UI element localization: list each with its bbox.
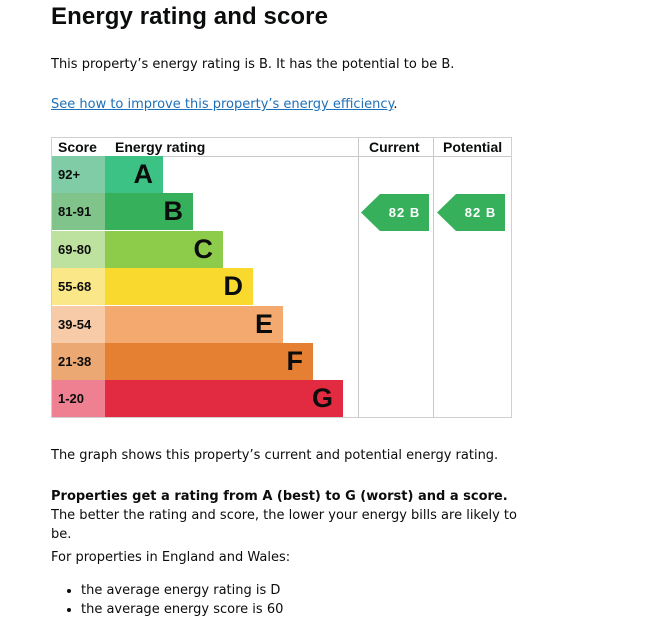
band-bar: F: [105, 343, 313, 380]
current-rating-arrow: 82 B: [361, 194, 429, 231]
band-letter: B: [163, 196, 184, 227]
band-letter: C: [193, 233, 214, 264]
improve-link-suffix: .: [393, 97, 398, 112]
improve-paragraph: See how to improve this property’s energ…: [51, 95, 398, 114]
band-row-c: 69-80 C: [52, 230, 358, 268]
band-score-range: 81-91: [52, 193, 105, 231]
improve-efficiency-link[interactable]: See how to improve this property’s energ…: [51, 97, 394, 112]
band-score-range: 21-38: [52, 343, 105, 380]
graph-caption: The graph shows this property’s current …: [51, 448, 499, 463]
average-score-item: the average energy score is 60: [81, 600, 283, 619]
rating-explanation-rest: The better the rating and score, the low…: [51, 508, 517, 542]
region-intro: For properties in England and Wales:: [51, 550, 291, 565]
band-letter: E: [254, 308, 273, 339]
band-row-b: 81-91 B: [52, 193, 358, 231]
potential-column-divider: [433, 138, 434, 417]
energy-rating-column-header: Energy rating: [115, 139, 206, 155]
band-score-range: 55-68: [52, 268, 105, 306]
band-score-range: 39-54: [52, 305, 105, 343]
score-column-header: Score: [58, 139, 97, 155]
header-divider: [52, 156, 511, 157]
band-bar: D: [105, 268, 253, 306]
rating-explanation-bold: Properties get a rating from A (best) to…: [51, 489, 508, 504]
band-row-e: 39-54 E: [52, 305, 358, 343]
band-letter: F: [286, 346, 304, 376]
band-score-range: 69-80: [52, 230, 105, 268]
rating-explanation: Properties get a rating from A (best) to…: [51, 487, 521, 544]
averages-list: the average energy rating is D the avera…: [51, 581, 283, 619]
band-bar: G: [105, 380, 343, 418]
band-bar: E: [105, 305, 283, 343]
band-bar: B: [105, 193, 193, 231]
current-column-divider: [358, 138, 359, 417]
energy-rating-chart: Score Energy rating Current Potential 92…: [51, 137, 512, 418]
band-bar: A: [105, 156, 163, 193]
band-row-f: 21-38 F: [52, 343, 358, 380]
band-row-a: 92+ A: [52, 156, 358, 193]
band-score-range: 1-20: [52, 380, 105, 418]
potential-rating-label: 82 B: [464, 205, 497, 220]
rating-summary: This property’s energy rating is B. It h…: [51, 57, 455, 72]
potential-rating-arrow: 82 B: [437, 194, 505, 231]
potential-column-header: Potential: [443, 139, 503, 155]
current-rating-label: 82 B: [388, 205, 421, 220]
page-heading: Energy rating and score: [51, 3, 329, 30]
band-score-range: 92+: [52, 156, 105, 193]
current-column-header: Current: [369, 139, 420, 155]
average-rating-item: the average energy rating is D: [81, 581, 283, 600]
band-letter: A: [133, 159, 154, 189]
band-letter: D: [223, 271, 244, 302]
band-row-g: 1-20 G: [52, 380, 358, 418]
band-bar: C: [105, 230, 223, 268]
band-letter: G: [311, 383, 333, 414]
band-row-d: 55-68 D: [52, 268, 358, 306]
